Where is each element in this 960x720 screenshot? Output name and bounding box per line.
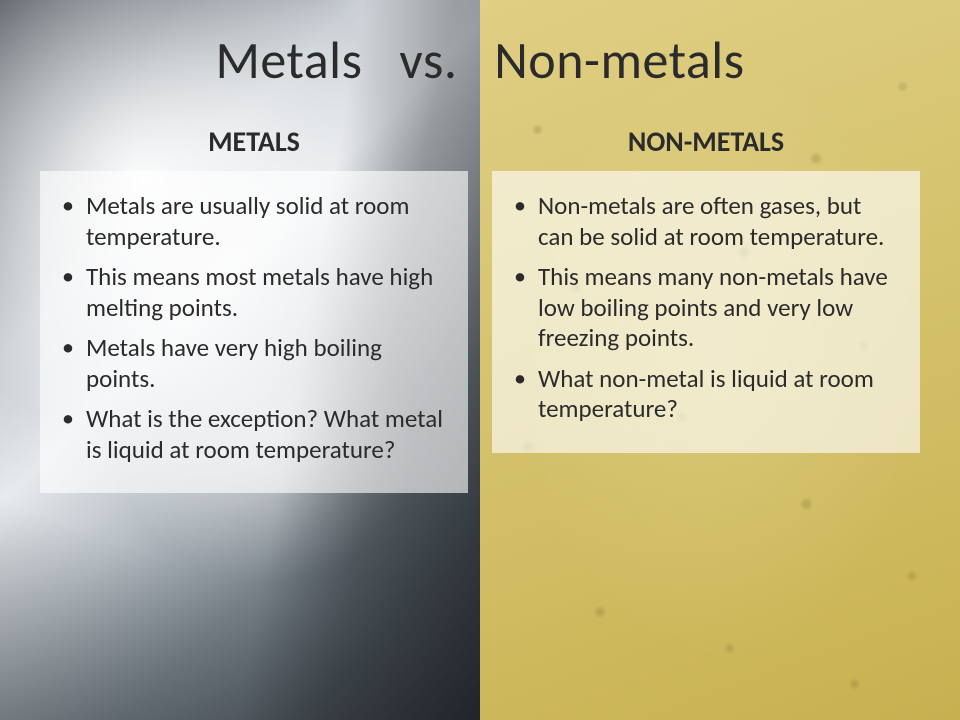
columns: METALS Metals are usually solid at room … — [0, 102, 960, 720]
content: Metals vs. Non-metals METALS Metals are … — [0, 0, 960, 720]
column-metals: METALS Metals are usually solid at room … — [28, 102, 480, 680]
list-item: Non-metals are often gases, but can be s… — [510, 191, 902, 252]
panel-metals: Metals are usually solid at room tempera… — [40, 171, 468, 493]
heading-nonmetals: NON-METALS — [492, 102, 920, 171]
list-item: This means most metals have high melting… — [58, 262, 450, 323]
list-item: What is the exception? What metal is liq… — [58, 404, 450, 465]
slide-title: Metals vs. Non-metals — [0, 0, 960, 102]
list-item: What non-metal is liquid at room tempera… — [510, 364, 902, 425]
list-item: Metals are usually solid at room tempera… — [58, 191, 450, 252]
list-item: This means many non-metals have low boil… — [510, 262, 902, 354]
column-nonmetals: NON-METALS Non-metals are often gases, b… — [480, 102, 932, 680]
panel-nonmetals: Non-metals are often gases, but can be s… — [492, 171, 920, 453]
list-item: Metals have very high boiling points. — [58, 333, 450, 394]
bullet-list-metals: Metals are usually solid at room tempera… — [58, 191, 450, 465]
heading-metals: METALS — [40, 102, 468, 171]
bullet-list-nonmetals: Non-metals are often gases, but can be s… — [510, 191, 902, 425]
slide: Metals vs. Non-metals METALS Metals are … — [0, 0, 960, 720]
